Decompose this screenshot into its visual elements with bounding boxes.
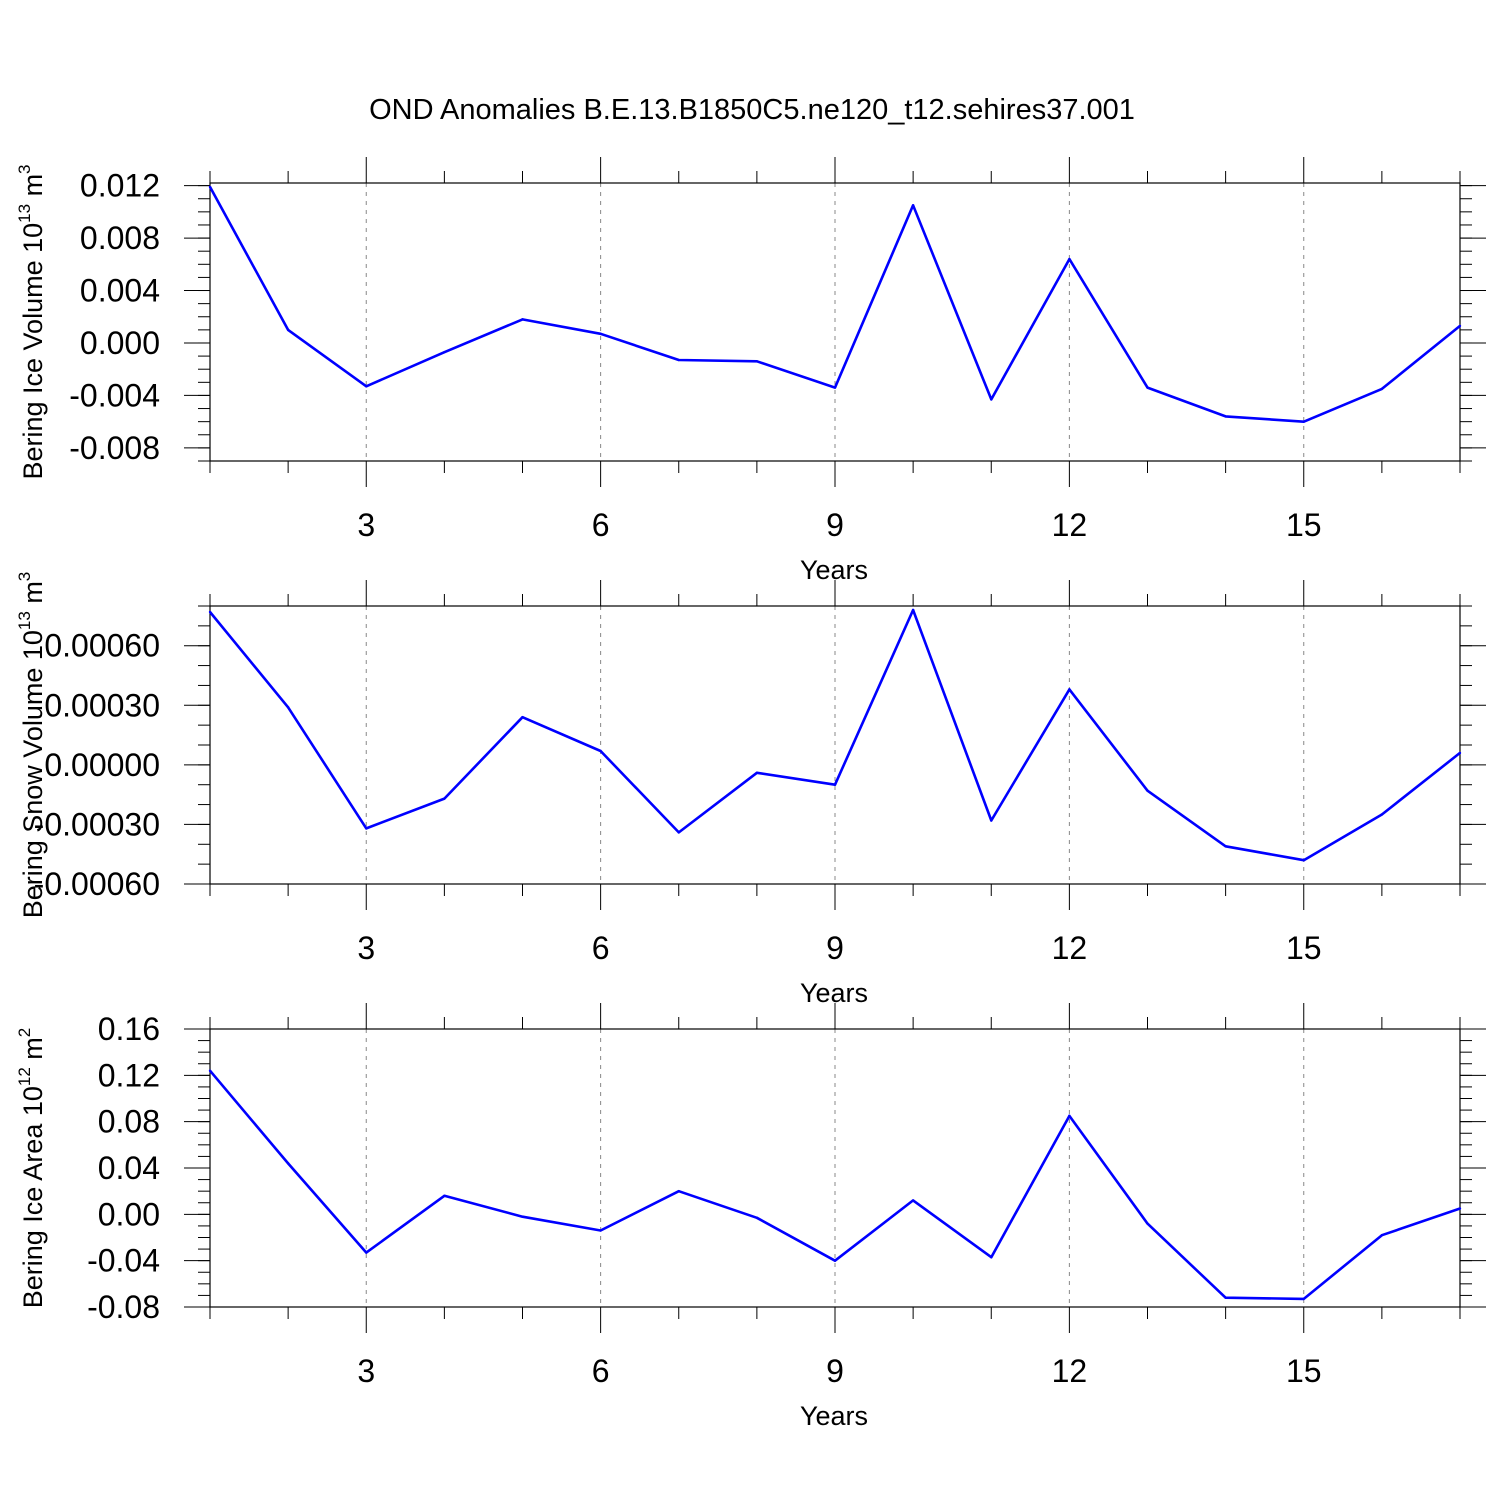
data-point [1224, 415, 1227, 418]
y-tick-label: -0.04 [87, 1243, 160, 1279]
x-tick-label: 6 [592, 930, 610, 966]
data-point [1380, 1233, 1384, 1237]
data-point [365, 1251, 368, 1254]
data-point [1302, 420, 1305, 423]
y-tick-label: 0.00030 [44, 687, 160, 723]
y-tick-label: 0.00 [98, 1196, 160, 1232]
x-tick-label: 15 [1286, 507, 1322, 543]
y-tick-label: 0.00000 [44, 747, 160, 783]
panel-2: 3 6 9 12 15 0.00060 0.00030 0.00000 -0.00030 -0.0… [15, 572, 1486, 1008]
x-tick-label: 3 [357, 1353, 375, 1389]
data-point [599, 332, 602, 336]
data-point [833, 386, 837, 389]
x-axis-label: Years [800, 1401, 868, 1431]
y-tick-label: -0.08 [87, 1289, 160, 1325]
data-point [599, 749, 602, 753]
x-tick-label: 6 [592, 1353, 610, 1389]
x-tick-label: 3 [357, 507, 375, 543]
data-point [911, 608, 915, 612]
y-tick-label: 0.012 [80, 168, 160, 204]
x-tick-label: 12 [1052, 1353, 1088, 1389]
data-point [208, 185, 212, 189]
y-axis-label: Bering Ice Volume 1013 m3 [15, 164, 48, 479]
y-tick-label: 0.000 [80, 325, 160, 361]
x-axis-label: Years [800, 978, 868, 1008]
data-point [1458, 751, 1462, 755]
x-tick-label: 12 [1052, 507, 1088, 543]
data-point [1380, 813, 1384, 816]
x-axis-label: Years [800, 555, 868, 585]
data-point [365, 385, 368, 388]
x-tick-label: 3 [357, 930, 375, 966]
data-point [755, 360, 759, 363]
y-tick-label: 0.00060 [44, 628, 160, 664]
x-tick-label: 15 [1286, 930, 1322, 966]
data-point [1146, 386, 1149, 389]
data-point [833, 1259, 837, 1262]
y-axis-label: Bering Snow Volume 1013 m3 [15, 572, 48, 919]
x-tick-label: 6 [592, 507, 610, 543]
y-tick-label: 0.008 [80, 220, 160, 256]
x-tick-label: 12 [1052, 930, 1088, 966]
data-point [1146, 1222, 1149, 1225]
data-point [599, 1229, 602, 1232]
data-point [833, 783, 837, 786]
x-tick-label: 9 [826, 1353, 844, 1389]
y-axis-label: Bering Ice Area 1012 m2 [15, 1028, 48, 1309]
x-tick-label: 15 [1286, 1353, 1322, 1389]
data-point [1302, 858, 1305, 862]
data-point [521, 1215, 524, 1218]
data-point [365, 827, 368, 830]
data-point [1458, 324, 1462, 328]
data-point [208, 1069, 212, 1072]
data-point [208, 610, 212, 614]
data-point [1380, 387, 1384, 391]
data-point [521, 318, 524, 321]
data-point [1068, 257, 1071, 261]
y-tick-label: -0.004 [69, 377, 160, 413]
data-point [677, 358, 680, 362]
chart-title: OND Anomalies B.E.13.B1850C5.ne120_t12.s… [369, 94, 1135, 126]
panels: 3 6 9 12 15 0.012 0.008 0.004 0.000 -0.004 -0.008 Y… [15, 157, 1486, 1431]
data-point [990, 398, 993, 401]
data-point [1458, 1207, 1462, 1210]
data-point [286, 1162, 290, 1165]
y-tick-label: 0.12 [98, 1057, 160, 1093]
panel-3: 3 6 9 12 15 0.16 0.12 0.08 0.04 0.00 -0.04 -0.08 Yea… [15, 1003, 1486, 1431]
x-tick-label: 9 [826, 930, 844, 966]
data-point [1068, 1114, 1071, 1118]
data-point [1224, 1296, 1227, 1299]
data-point [755, 771, 759, 774]
data-point [443, 797, 446, 800]
panel-1: 3 6 9 12 15 0.012 0.008 0.004 0.000 -0.004 -0.008 Y… [15, 157, 1486, 585]
data-point [990, 1255, 993, 1259]
x-tick-label: 9 [826, 507, 844, 543]
data-point [1068, 688, 1071, 691]
data-point [911, 1199, 915, 1202]
data-point [1224, 845, 1227, 848]
y-tick-label: -0.00030 [34, 806, 160, 842]
data-point [677, 831, 680, 834]
data-point [443, 1194, 446, 1198]
data-point [521, 716, 524, 719]
data-point [1302, 1297, 1305, 1301]
data-point [286, 706, 290, 709]
data-point [286, 328, 290, 332]
data-point [677, 1189, 680, 1193]
y-tick-label: -0.00060 [34, 866, 160, 902]
data-point [990, 819, 993, 822]
data-point [911, 204, 915, 207]
y-tick-label: 0.08 [98, 1104, 160, 1140]
y-tick-label: 0.004 [80, 273, 160, 309]
data-point [1146, 789, 1149, 792]
data-point [755, 1216, 759, 1220]
y-tick-label: -0.008 [69, 430, 160, 466]
y-tick-label: 0.04 [98, 1150, 160, 1186]
y-tick-label: 0.16 [98, 1011, 160, 1047]
data-point [443, 350, 446, 354]
